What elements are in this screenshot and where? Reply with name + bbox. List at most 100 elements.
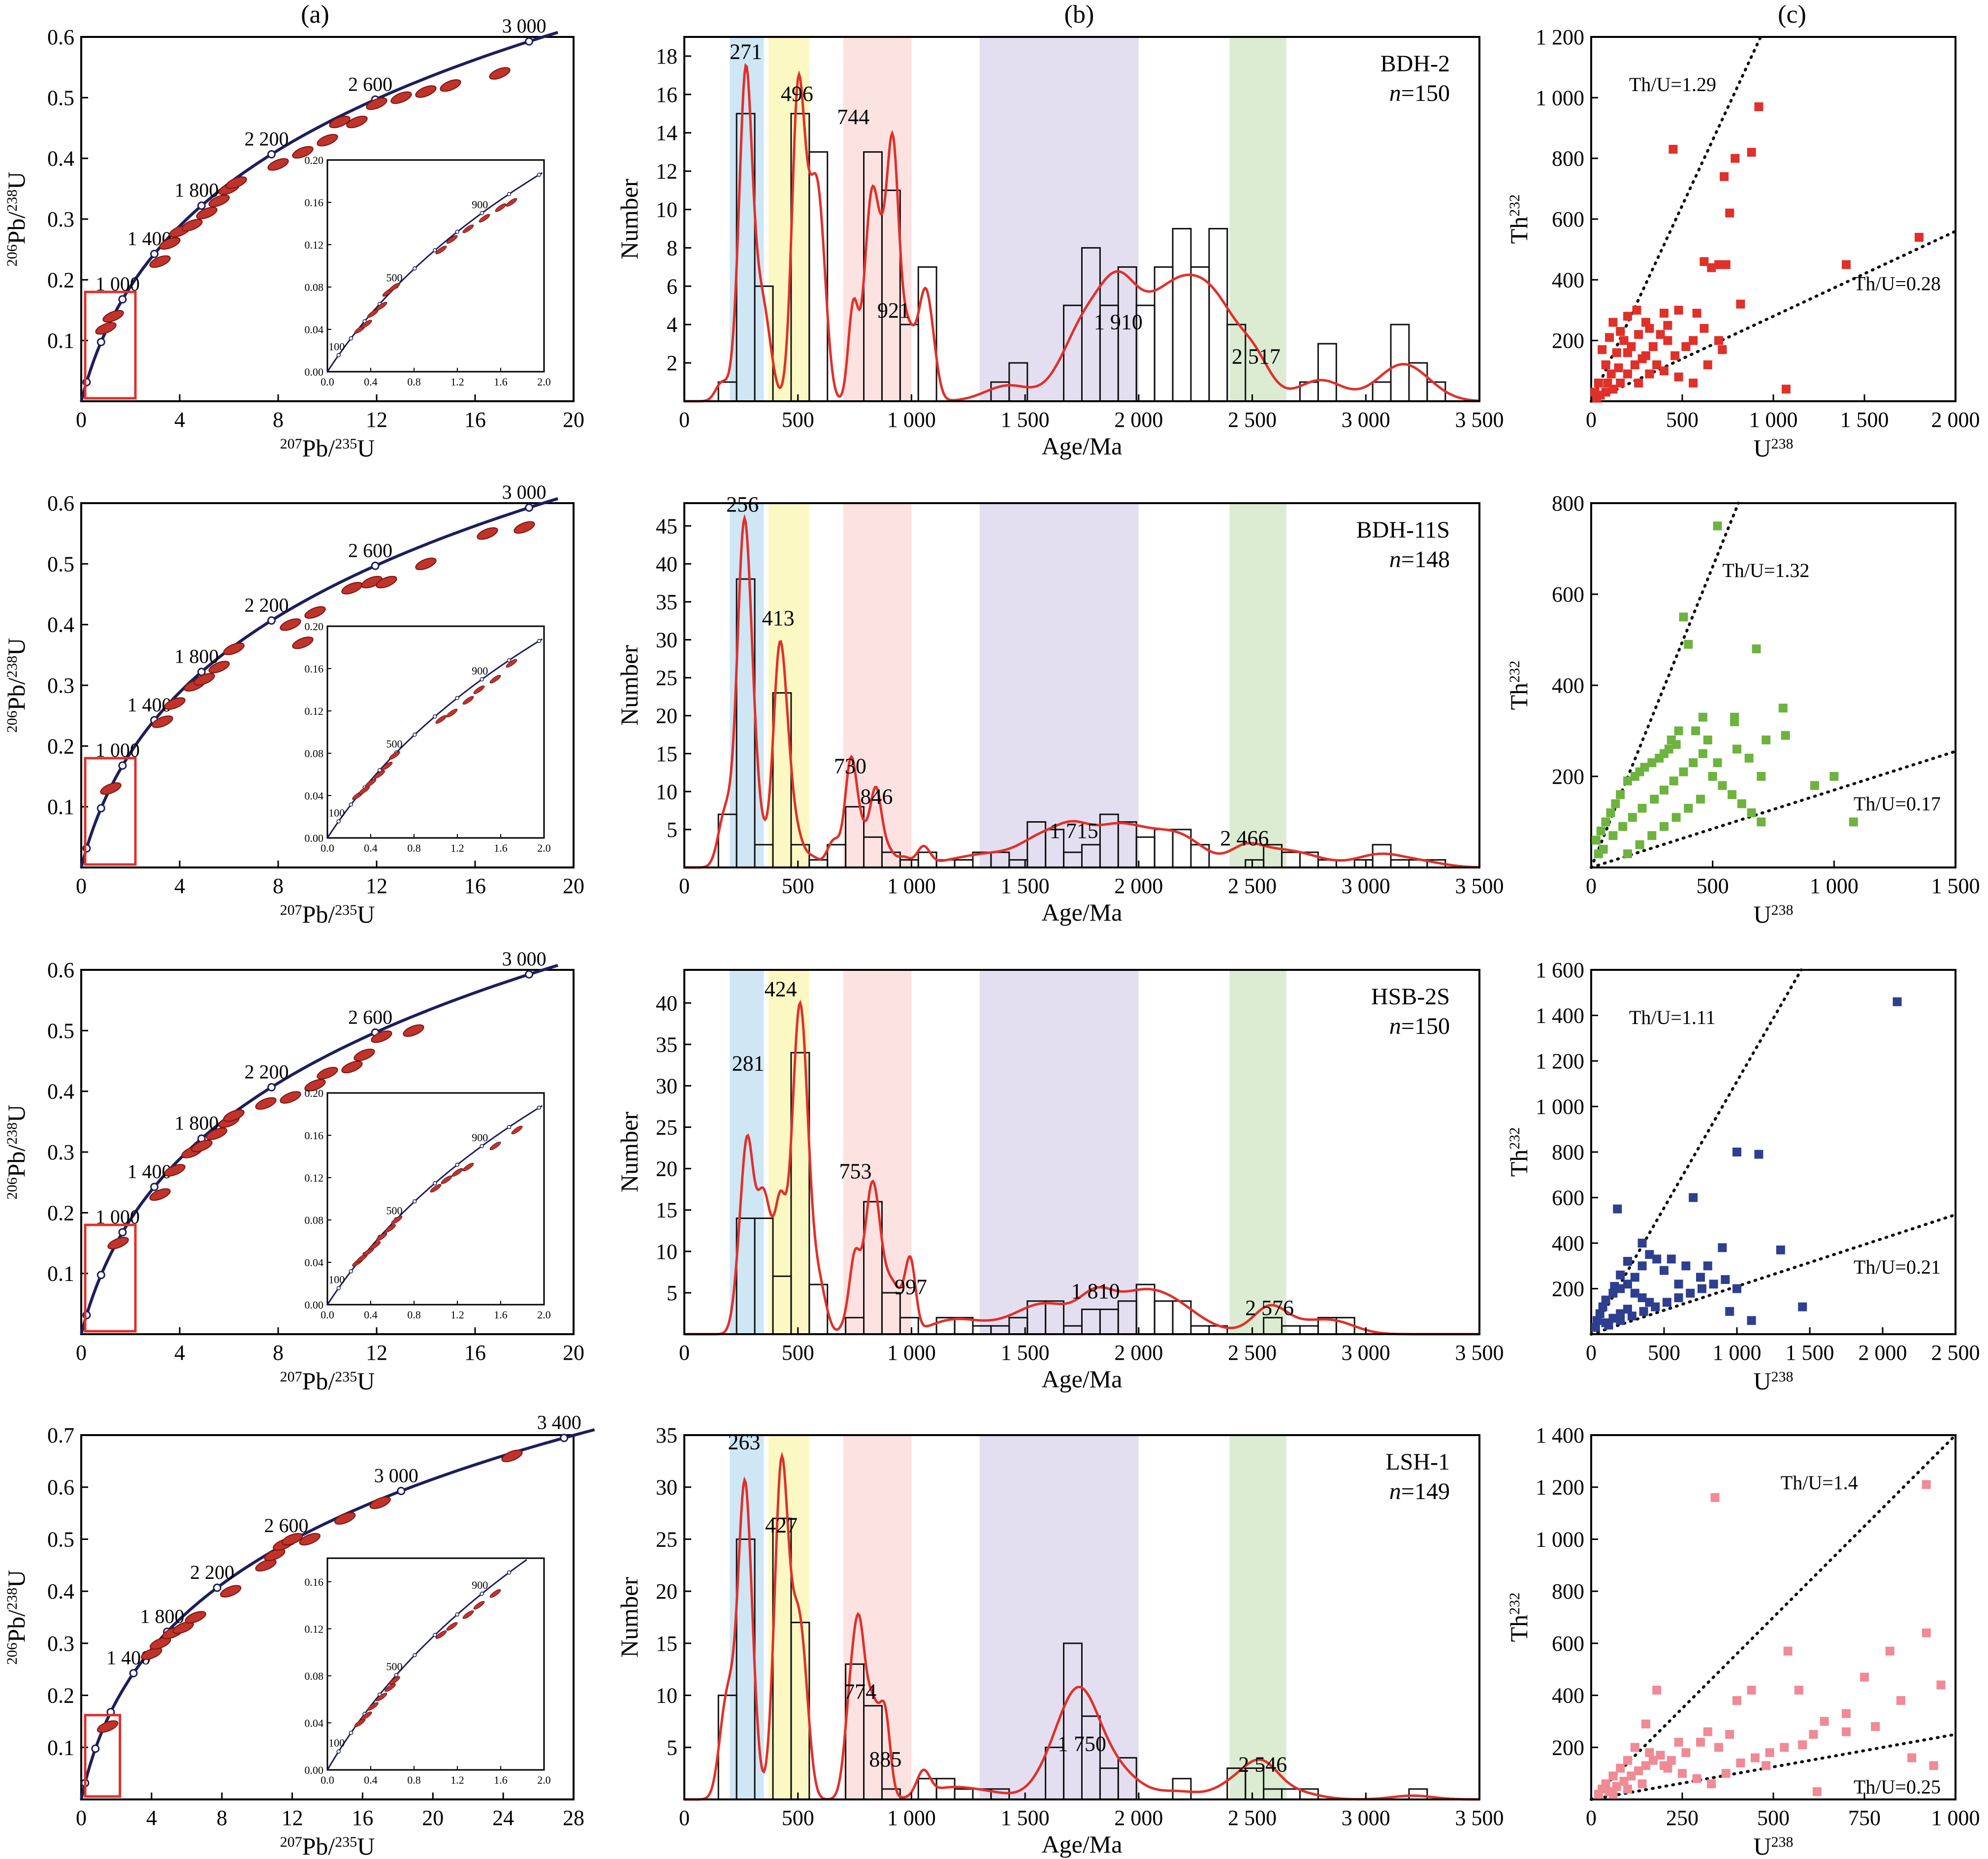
- x-axis-label: 207Pb/235U: [280, 1367, 375, 1395]
- x-tick-label: 0: [679, 1341, 690, 1365]
- data-point: [1681, 1748, 1691, 1757]
- th-u-plot-row2: 0 500 1 000 1 500 2 000 2 500 200 400 600 800 1 00…: [1505, 958, 1980, 1395]
- concordia-age-label: 3 000: [502, 481, 546, 503]
- inset-ellipse: [367, 1702, 379, 1711]
- y-tick-label: 0.1: [47, 795, 74, 819]
- data-point: [1647, 758, 1657, 768]
- data-point: [1892, 997, 1902, 1006]
- inset-x-tick-label: 2.0: [537, 1309, 551, 1321]
- th-u-ratio-label: Th/U=0.25: [1854, 1776, 1941, 1798]
- x-tick-label: 2 000: [1114, 1341, 1163, 1365]
- data-ellipse: [334, 1512, 356, 1525]
- data-point: [1679, 612, 1688, 622]
- inset-age-marker: [507, 1570, 512, 1575]
- concordia-age-marker: [371, 561, 380, 570]
- data-ellipse: [440, 79, 461, 92]
- data-ellipse: [193, 673, 215, 686]
- histogram-bar: [1299, 1325, 1319, 1335]
- y-tick-label: 0.3: [47, 207, 74, 231]
- inset-age-marker: [336, 1749, 341, 1754]
- x-tick-label: 3 500: [1455, 408, 1504, 432]
- inset-age-marker: [480, 1144, 484, 1149]
- data-point: [1616, 1763, 1625, 1773]
- data-point: [1671, 813, 1681, 822]
- inset-x-tick-label: 0.8: [407, 1309, 421, 1321]
- x-tick-label: 0: [76, 408, 87, 432]
- x-axis-label: U238: [1753, 900, 1793, 928]
- peak-age-label: 424: [765, 977, 797, 1001]
- data-point: [1655, 754, 1664, 763]
- y-tick-label: 8: [667, 236, 677, 260]
- inset-y-tick-label: 0.20: [305, 620, 324, 633]
- y-tick-label: 35: [656, 1032, 677, 1057]
- data-point: [1798, 1302, 1807, 1312]
- n-value: =148: [1401, 546, 1450, 573]
- x-tick-label: 1 500: [1840, 408, 1889, 432]
- y-tick-label: 0.6: [47, 491, 74, 515]
- data-point: [1829, 772, 1839, 781]
- x-tick-label: 500: [782, 1806, 814, 1830]
- inset-age-marker: [537, 639, 542, 643]
- data-ellipse: [281, 1533, 303, 1546]
- y-label-sup: 206: [4, 1177, 20, 1199]
- x-tick-label: 8: [217, 1806, 227, 1830]
- data-ellipse: [501, 1449, 523, 1463]
- data-point: [1703, 360, 1712, 369]
- data-point: [1648, 1756, 1658, 1765]
- inset-age-label: 100: [328, 1273, 345, 1285]
- inset-age-marker: [455, 229, 459, 234]
- data-point: [1710, 1493, 1720, 1502]
- data-point: [1922, 1628, 1931, 1637]
- data-point: [1737, 799, 1746, 808]
- data-point: [1616, 790, 1625, 799]
- inset-x-tick-label: 0.0: [321, 1309, 334, 1321]
- data-point: [1645, 1250, 1654, 1259]
- data-point: [1601, 1318, 1610, 1327]
- data-point: [1689, 1193, 1698, 1202]
- inset-age-label: 900: [472, 198, 488, 211]
- y-label-sup: 232: [1507, 1127, 1523, 1150]
- x-tick-label: 1 000: [1810, 874, 1859, 898]
- x-tick-label: 20: [563, 874, 584, 898]
- data-point: [1623, 312, 1632, 321]
- concordia-age-label: 2 200: [244, 128, 289, 150]
- data-point: [1591, 835, 1601, 845]
- data-point: [1656, 330, 1665, 339]
- x-tick-label: 4: [146, 1806, 157, 1830]
- data-ellipse: [264, 1548, 286, 1561]
- histogram-bar: [1353, 859, 1374, 868]
- inset-ellipse: [511, 1125, 523, 1134]
- th-u-ratio-label: Th/U=0.17: [1854, 793, 1941, 815]
- y-tick-label: 25: [656, 1527, 677, 1551]
- inset-ellipse: [358, 786, 370, 795]
- inset-x-tick-label: 1.6: [494, 842, 508, 854]
- inset-x-tick-label: 2.0: [537, 842, 551, 854]
- data-ellipse: [95, 322, 117, 335]
- y-tick-label: 35: [656, 590, 677, 614]
- x-tick-label: 1 000: [887, 1341, 936, 1365]
- inset-y-tick-label: 0.08: [305, 747, 324, 760]
- data-ellipse: [341, 581, 363, 595]
- data-point: [1598, 1302, 1607, 1312]
- inset-y-tick-label: 0.16: [305, 196, 324, 209]
- x-tick-label: 2 500: [1228, 1806, 1277, 1830]
- data-point: [1612, 1782, 1621, 1791]
- age-band: [843, 970, 912, 1334]
- n-symbol: n: [1389, 1478, 1401, 1505]
- concordia-plot-row2: 0 4 8 12 16 200.10.20.30.40.50.6207Pb/235U206…: [2, 948, 584, 1395]
- y-tick-label: 1 000: [1536, 86, 1584, 110]
- data-point: [1614, 363, 1623, 373]
- data-ellipse: [152, 715, 173, 728]
- x-axis-label: 207Pb/235U: [280, 1832, 375, 1859]
- inset-y-tick-label: 0.04: [305, 1717, 324, 1729]
- x-tick-label: 1 500: [1001, 1806, 1050, 1830]
- inset-age-marker: [349, 802, 353, 807]
- y-label-sup: 232: [1507, 194, 1523, 217]
- x-axis-label: Age/Ma: [1042, 898, 1122, 926]
- inset-ellipse: [376, 1232, 387, 1242]
- inset-x-tick-label: 1.2: [450, 842, 464, 854]
- age-band: [1229, 37, 1286, 401]
- x-label-sup: 207: [280, 436, 302, 452]
- data-ellipse: [415, 557, 437, 571]
- concordia-plot-row1: 0 4 8 12 16 200.10.20.30.40.50.6207Pb/235U206…: [2, 481, 584, 928]
